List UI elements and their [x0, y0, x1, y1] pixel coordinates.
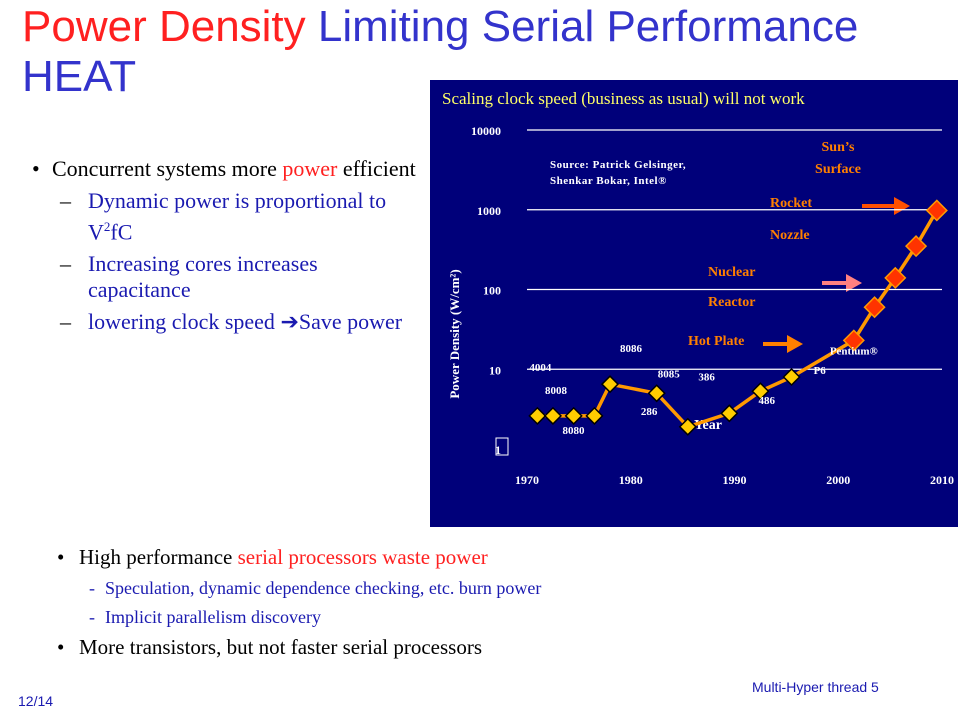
reference-arrows [763, 197, 910, 353]
bullet-highlight: serial processors waste power [237, 545, 488, 569]
bullet-text-end: efficient [337, 156, 416, 181]
chip-label: P6 [814, 365, 827, 377]
power-density-chart: Scaling clock speed (business as usual) … [430, 80, 958, 527]
subbullet-implicit-parallelism: - Implicit parallelism discovery [55, 605, 935, 629]
data-point-marker [528, 406, 547, 425]
subbullet-capacitance: – Increasing cores increases capacitance [30, 251, 420, 303]
subbullet-dash: - [89, 578, 95, 598]
y-tick-label: 1000 [477, 204, 501, 218]
x-tick-label: 2000 [826, 473, 850, 487]
data-point-marker [678, 417, 697, 436]
x-tick-label: 1980 [619, 473, 643, 487]
ref-label-nuclear: Nuclear [708, 265, 755, 280]
left-bullet-list: • Concurrent systems more power efficien… [30, 156, 420, 341]
subbullet-clock-speed: – lowering clock speed ➔Save power [30, 309, 420, 335]
bullet-serial-waste: • High performance serial processors was… [55, 544, 935, 570]
ref-label-sun: Sun’s [822, 140, 856, 155]
x-tick-label: 2010 [930, 473, 954, 487]
bullet-text: More transistors, but not faster serial … [79, 635, 482, 659]
y-tick-1-box [495, 437, 509, 456]
chip-label: 286 [641, 406, 658, 418]
data-point-marker [842, 329, 865, 352]
data-point-marker [564, 406, 583, 425]
data-point-marker [905, 235, 928, 258]
data-point-marker [720, 404, 739, 423]
slide-title: Power Density Limiting Serial Performanc… [22, 2, 952, 102]
title-rest: Limiting Serial Performance [305, 2, 859, 51]
bullet-highlight: power [282, 156, 338, 181]
data-point-marker [751, 382, 770, 401]
superscript: 2 [103, 219, 111, 234]
ref-label-rocket: Rocket [770, 196, 812, 211]
arrow-icon: ➔ [280, 309, 299, 335]
chip-label: 8008 [545, 385, 568, 397]
data-point-marker [647, 384, 666, 403]
subbullet-speculation: - Speculation, dynamic dependence checki… [55, 576, 935, 600]
chip-label: 4004 [529, 362, 552, 374]
subbullet-text: Dynamic power is proportional to V [88, 188, 387, 245]
ref-label-reactor: Reactor [708, 295, 755, 310]
subbullet-dash: – [60, 251, 71, 277]
bullet-dot: • [57, 635, 65, 659]
ref-label-nozzle: Nozzle [770, 228, 810, 243]
subbullet-dash: – [60, 309, 71, 335]
footer-date: 12/14 [18, 693, 54, 709]
footer-slide-label: Multi-Hyper thread 5 [752, 679, 879, 695]
series-line [537, 209, 939, 429]
chart-svg: Scaling clock speed (business as usual) … [442, 89, 954, 487]
bullet-dot: • [57, 545, 65, 569]
bullet-text: Concurrent systems more [52, 156, 283, 181]
subbullet-text-end: fC [110, 219, 133, 245]
subbullet-text: Speculation, dynamic dependence checking… [105, 578, 542, 598]
subbullet-text: lowering clock speed [88, 309, 281, 335]
bottom-bullet-list: • High performance serial processors was… [55, 544, 935, 666]
subbullet-dash: – [60, 188, 71, 213]
y-tick-label: 100 [483, 284, 501, 298]
chart-title: Scaling clock speed (business as usual) … [442, 89, 805, 108]
subbullet-text-end: Save power [298, 309, 403, 335]
bullet-more-transistors: • More transistors, but not faster seria… [55, 634, 935, 660]
bullet-text: High performance [79, 545, 238, 569]
subbullet-text: Increasing cores increases capacitance [88, 251, 318, 303]
data-point-marker [925, 199, 948, 222]
bullet-dot: • [32, 156, 40, 181]
x-tick-label: 1990 [723, 473, 747, 487]
y-tick-label: 10000 [471, 124, 501, 138]
data-point-marker [543, 406, 562, 425]
ref-label-hot-plate: Hot Plate [688, 334, 744, 349]
bullet-concurrent: • Concurrent systems more power efficien… [30, 156, 420, 182]
title-line2: HEAT [22, 52, 137, 101]
plot-area: 1 10 100 1000 10000 1970 1980 1990 2000 2010 4004 8… [471, 124, 954, 487]
chip-label: 8086 [620, 343, 643, 355]
chip-label: 486 [758, 395, 775, 407]
y-tick-label: 1 [495, 443, 501, 457]
data-point-marker [585, 406, 604, 425]
chip-label: 8080 [562, 425, 585, 437]
subbullet-text: Implicit parallelism discovery [105, 607, 321, 627]
source-line-2: Shenkar Bokar, Intel® [550, 175, 667, 187]
subbullet-dash: - [89, 607, 95, 627]
x-tick-label: 1970 [515, 473, 539, 487]
reference-labels: Hot Plate Nuclear Reactor Rocket Nozzle … [688, 140, 861, 349]
data-point-marker [884, 266, 907, 289]
title-highlight: Power Density [22, 2, 306, 51]
arrow-rocket-nozzle [862, 197, 910, 215]
arrow-nuclear-reactor [822, 274, 862, 292]
ref-label-surface: Surface [815, 162, 861, 177]
source-line-1: Source: Patrick Gelsinger, [550, 159, 686, 171]
chip-label: Pentium® [830, 345, 878, 357]
data-point-marker [600, 375, 620, 394]
y-tick-label: 10 [489, 363, 501, 377]
data-point-marker [863, 296, 886, 319]
data-point-marker [782, 367, 801, 387]
subbullet-dynamic-power: – Dynamic power is proportional to V2fC [30, 188, 420, 245]
y-axis-label: Power Density (W/cm²) [447, 269, 462, 398]
chip-label: 8085 [658, 368, 681, 380]
chip-label: 386 [698, 371, 715, 383]
arrow-hot-plate [763, 335, 803, 353]
